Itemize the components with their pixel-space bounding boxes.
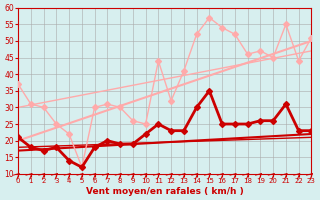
X-axis label: Vent moyen/en rafales ( km/h ): Vent moyen/en rafales ( km/h ) <box>86 187 244 196</box>
